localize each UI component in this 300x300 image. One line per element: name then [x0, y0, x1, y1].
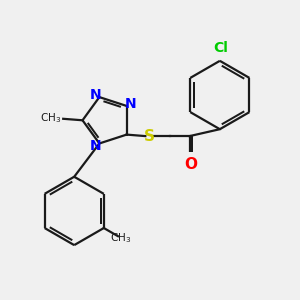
Text: N: N [90, 140, 101, 153]
Text: O: O [184, 157, 197, 172]
Text: Cl: Cl [213, 41, 228, 56]
Text: CH$_3$: CH$_3$ [40, 111, 61, 125]
Text: N: N [125, 97, 136, 111]
Text: CH$_3$: CH$_3$ [110, 231, 131, 244]
Text: N: N [90, 88, 101, 102]
Text: S: S [143, 129, 155, 144]
